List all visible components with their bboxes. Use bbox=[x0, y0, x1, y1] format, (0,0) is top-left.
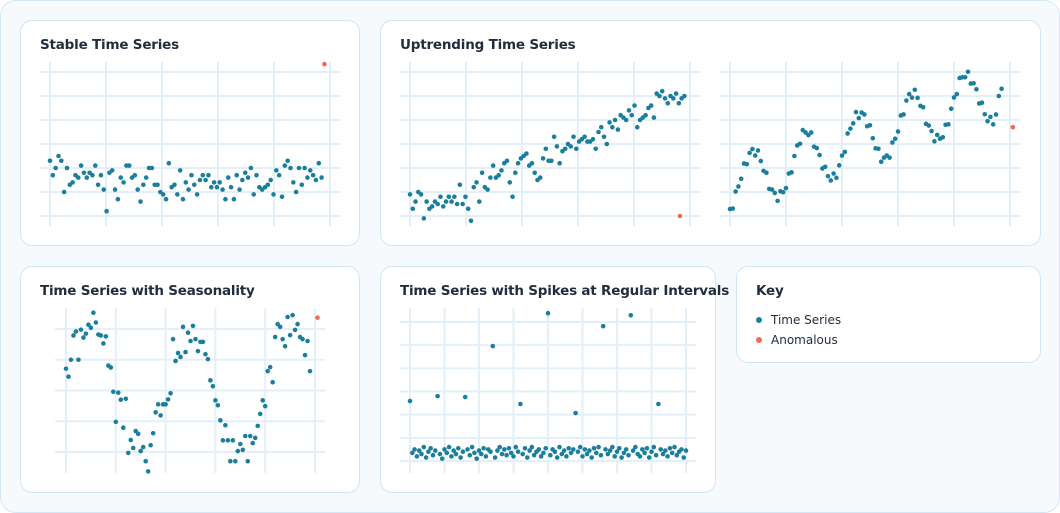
card-title: Time Series with Seasonality bbox=[40, 283, 255, 299]
anomalous-dot-icon bbox=[756, 337, 762, 343]
seasonality-series-card: Time Series with Seasonality bbox=[20, 266, 360, 493]
legend-label: Time Series bbox=[771, 313, 842, 327]
legend-label: Anomalous bbox=[771, 333, 838, 347]
legend-card: Key Time Series Anomalous bbox=[736, 266, 1041, 363]
card-title: Stable Time Series bbox=[40, 37, 179, 53]
card-title: Uptrending Time Series bbox=[400, 37, 576, 53]
spikes-series-card: Time Series with Spikes at Regular Inter… bbox=[380, 266, 729, 493]
uptrending-series-card: Uptrending Time Series bbox=[380, 20, 1041, 246]
time-series-dot-icon bbox=[756, 317, 762, 323]
legend-item-anomalous: Anomalous bbox=[756, 333, 838, 347]
stable-series-card: Stable Time Series bbox=[20, 20, 360, 246]
card-title: Time Series with Spikes at Regular Inter… bbox=[400, 283, 730, 299]
legend-item-time-series: Time Series bbox=[756, 313, 841, 327]
legend-title: Key bbox=[756, 283, 784, 299]
